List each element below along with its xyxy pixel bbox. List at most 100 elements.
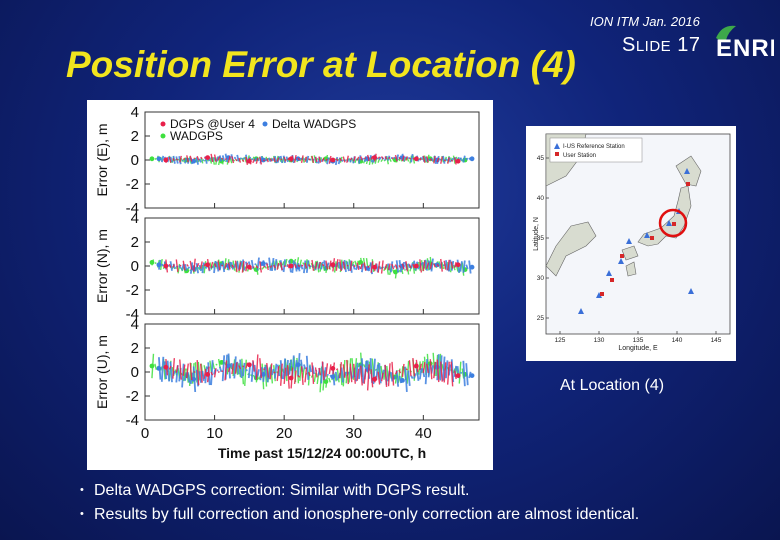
noise-stroke — [218, 366, 223, 373]
noise-stroke — [422, 362, 426, 374]
map-x-tick-label: 135 — [633, 337, 644, 344]
noise-stroke — [301, 264, 304, 267]
noise-stroke — [397, 158, 401, 162]
noise-stroke — [263, 159, 266, 162]
noise-stroke — [465, 264, 469, 270]
noise-stroke — [198, 371, 202, 383]
data-point — [226, 363, 231, 369]
noise-stroke — [261, 266, 265, 270]
noise-stroke — [424, 259, 429, 271]
noise-stroke — [325, 260, 329, 270]
noise-stroke — [314, 367, 318, 378]
data-point — [246, 264, 252, 270]
noise-stroke — [360, 263, 365, 273]
noise-stroke — [363, 369, 367, 384]
noise-stroke — [340, 159, 344, 162]
noise-stroke — [325, 158, 328, 162]
noise-stroke — [311, 155, 315, 164]
data-point — [163, 263, 169, 269]
station-map: I-US Reference Station User Station 125 1… — [533, 133, 731, 352]
noise-stroke — [354, 260, 358, 267]
noise-stroke — [279, 363, 283, 386]
noise-stroke — [197, 266, 201, 270]
y-axis-label: Error (N), m — [94, 229, 110, 303]
noise-stroke — [186, 264, 189, 267]
noise-stroke — [252, 158, 256, 164]
noise-stroke — [389, 261, 394, 273]
noise-stroke — [406, 263, 410, 275]
data-point — [413, 263, 419, 269]
map-x-tick-label: 145 — [711, 337, 722, 344]
data-point — [413, 156, 419, 162]
noise-stroke — [419, 363, 423, 371]
noise-stroke — [305, 155, 310, 164]
noise-stroke — [221, 370, 224, 373]
noise-stroke — [175, 259, 179, 273]
noise-stroke — [217, 156, 221, 161]
noise-stroke — [182, 260, 186, 271]
legend-marker — [262, 121, 268, 127]
noise-stroke — [302, 262, 305, 266]
noise-stroke — [339, 259, 343, 272]
noise-stroke — [400, 267, 404, 275]
noise-stroke — [229, 363, 233, 370]
noise-stroke — [450, 361, 454, 387]
map-legend: I-US Reference Station User Station — [549, 137, 643, 163]
map-y-tick-label: 45 — [537, 155, 545, 162]
map-panel: I-US Reference Station User Station 125 1… — [526, 126, 736, 361]
noise-stroke — [242, 157, 246, 160]
noise-stroke — [187, 372, 191, 383]
noise-stroke — [436, 157, 440, 163]
bullet-list: • Delta WADGPS correction: Similar with D… — [80, 482, 639, 530]
noise-stroke — [288, 359, 292, 375]
noise-stroke — [276, 157, 280, 162]
conference-label: ION ITM Jan. 2016 — [590, 14, 700, 29]
noise-stroke — [203, 261, 207, 274]
noise-stroke — [436, 263, 440, 267]
noise-stroke — [465, 157, 469, 161]
noise-stroke — [356, 368, 360, 381]
noise-stroke — [218, 155, 223, 162]
noise-stroke — [320, 261, 324, 270]
noise-stroke — [346, 359, 349, 385]
noise-stroke — [417, 361, 421, 375]
noise-stroke — [221, 355, 226, 382]
noise-stroke — [256, 257, 260, 271]
noise-stroke — [256, 369, 260, 377]
noise-stroke — [304, 367, 308, 383]
noise-stroke — [305, 260, 310, 273]
noise-stroke — [380, 158, 384, 163]
noise-stroke — [175, 158, 179, 161]
noise-stroke — [423, 155, 427, 163]
data-point — [358, 260, 364, 265]
noise-stroke — [323, 260, 327, 271]
noise-stroke — [447, 259, 452, 272]
noise-stroke — [318, 156, 322, 163]
noise-stroke — [384, 156, 388, 160]
y-tick-label: 0 — [131, 152, 139, 169]
noise-stroke — [387, 263, 391, 271]
noise-stroke — [360, 358, 365, 384]
noise-stroke — [196, 359, 200, 386]
noise-stroke — [179, 155, 182, 163]
noise-stroke — [391, 361, 395, 386]
noise-stroke — [313, 155, 317, 164]
data-point — [246, 158, 252, 164]
noise-stroke — [335, 368, 339, 371]
noise-stroke — [213, 263, 217, 268]
noise-stroke — [200, 156, 203, 160]
noise-stroke — [276, 262, 280, 270]
data-point — [393, 269, 398, 275]
noise-stroke — [213, 368, 217, 378]
noise-stroke — [264, 266, 268, 269]
noise-stroke — [299, 259, 303, 267]
data-point — [156, 366, 162, 371]
noise-stroke — [210, 261, 214, 269]
noise-stroke — [234, 260, 238, 273]
noise-stroke — [342, 156, 346, 163]
noise-stroke — [201, 370, 205, 381]
user-station — [686, 182, 690, 186]
noise-stroke — [429, 158, 433, 162]
y-tick-label: -4 — [126, 200, 139, 217]
noise-stroke — [232, 260, 236, 271]
